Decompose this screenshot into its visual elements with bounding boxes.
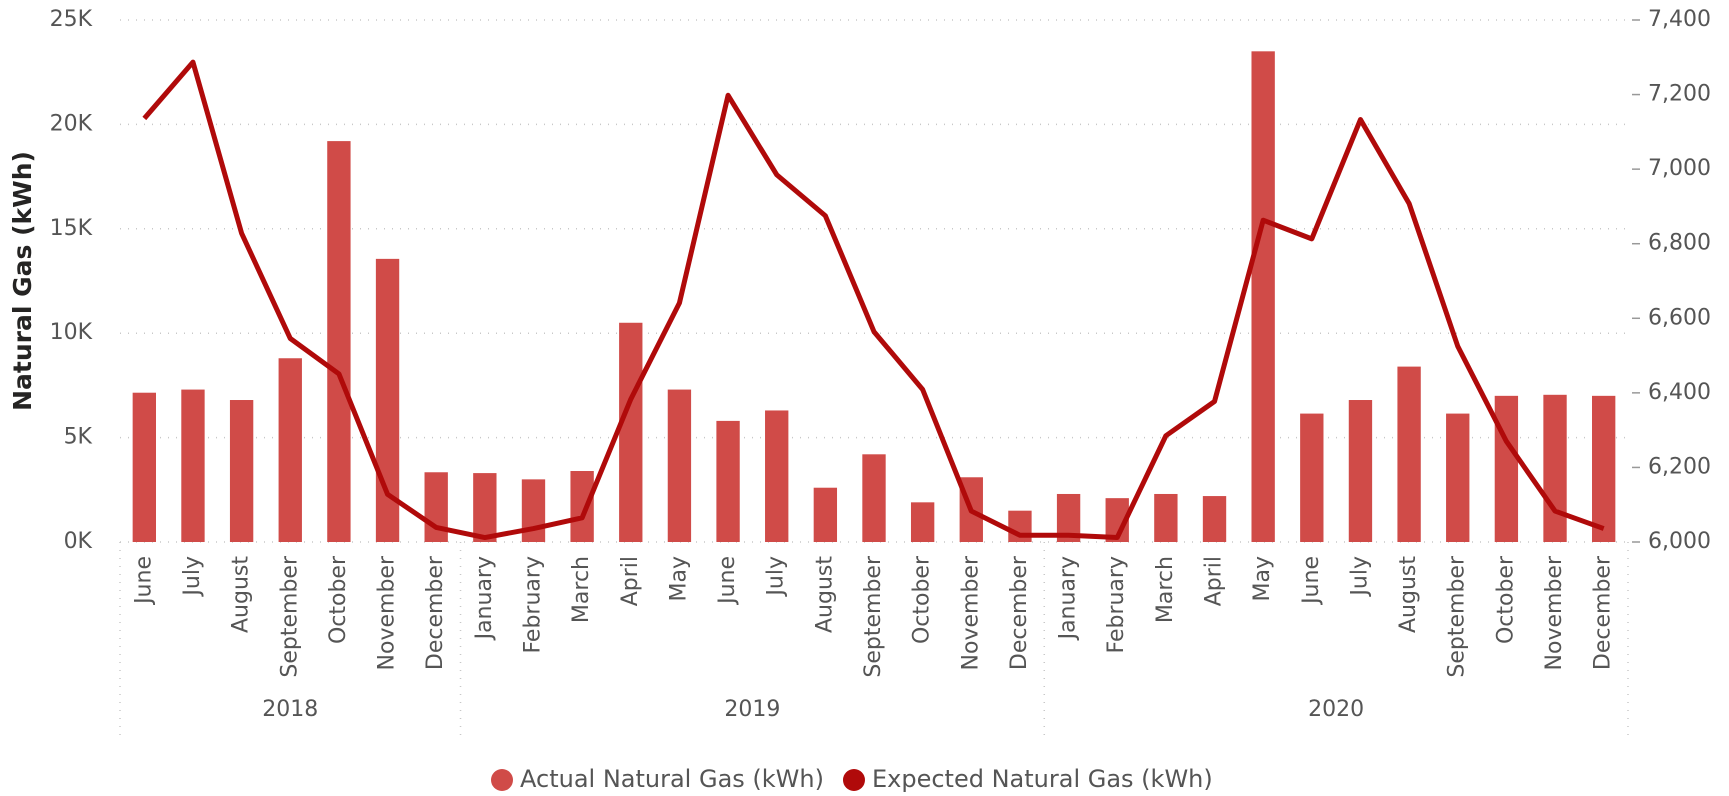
bar [765, 410, 789, 542]
bar [327, 141, 351, 542]
bar [667, 389, 692, 542]
bar [1202, 496, 1227, 542]
y-tick-label: 10K [50, 320, 93, 345]
x-tick-label: August [1396, 556, 1421, 633]
x-tick-label: January [472, 556, 497, 641]
bar [1446, 413, 1470, 542]
x-tick-label: December [1007, 555, 1032, 670]
group-label: 2018 [262, 697, 318, 722]
x-tick-label: November [958, 555, 983, 670]
y2-tick-label: 6,000 [1648, 529, 1711, 554]
x-tick-label: September [277, 555, 302, 678]
x-tick-label: March [569, 556, 594, 623]
x-tick-label: December [423, 555, 448, 670]
bar [1251, 51, 1275, 542]
y-tick-label: 5K [64, 425, 93, 450]
y2-tick-label: 6,600 [1648, 305, 1711, 330]
x-tick-label: June [715, 556, 740, 606]
line [142, 59, 1605, 541]
x-tick-label: November [375, 555, 400, 670]
x-tick-label: June [131, 556, 156, 606]
bar [813, 487, 838, 542]
x-tick-label: September [1445, 555, 1470, 678]
legend-marker [491, 769, 513, 791]
y-tick-label: 15K [50, 216, 93, 241]
x-tick-label: February [1104, 556, 1129, 654]
y-axis-label: Natural Gas (kWh) [8, 151, 37, 411]
bar [1056, 493, 1081, 542]
x-tick-label: May [666, 556, 691, 601]
bar [619, 322, 643, 542]
y2-tick-label: 7,400 [1648, 7, 1711, 32]
y-tick-label: 20K [50, 111, 93, 136]
x-tick-label: September [861, 555, 886, 678]
y2-tick-label: 6,200 [1648, 454, 1711, 479]
y-tick-label: 0K [64, 529, 93, 554]
bar [1300, 413, 1324, 542]
bar [910, 502, 935, 542]
x-tick-label: February [520, 556, 545, 654]
x-tick-label: May [1250, 556, 1275, 601]
bar [1348, 400, 1373, 542]
x-tick-label: November [1542, 555, 1567, 670]
legend-label: Expected Natural Gas (kWh) [872, 765, 1213, 793]
bar [181, 389, 205, 542]
x-tick-label: July [764, 556, 789, 598]
x-tick-label: January [1056, 556, 1081, 641]
bar [570, 471, 594, 542]
y2-tick-label: 6,800 [1648, 231, 1711, 256]
legend-marker [842, 769, 865, 791]
bar [1543, 394, 1567, 542]
bar [375, 258, 400, 542]
x-tick-label: October [910, 555, 935, 644]
x-tick-label: July [180, 556, 205, 598]
bar [716, 420, 740, 542]
x-tick-label: March [1153, 556, 1178, 623]
y2-tick-label: 7,000 [1648, 156, 1711, 181]
bar [862, 454, 886, 542]
y-tick-label: 25K [50, 7, 93, 32]
x-tick-label: April [1202, 556, 1227, 606]
x-tick-label: July [1347, 556, 1372, 598]
x-tick-label: October [326, 555, 351, 644]
bar [1494, 395, 1519, 542]
x-tick-label: June [1299, 556, 1324, 606]
bar [132, 392, 156, 542]
x-tick-label: August [229, 556, 254, 633]
group-label: 2019 [724, 697, 780, 722]
y2-tick-label: 6,400 [1648, 380, 1711, 405]
x-tick-label: August [812, 556, 837, 633]
bar [278, 358, 302, 542]
x-tick-label: April [618, 556, 643, 606]
bar [1154, 493, 1178, 542]
bar [229, 400, 254, 542]
y2-tick-label: 7,200 [1648, 82, 1711, 107]
x-tick-label: October [1493, 555, 1518, 644]
legend-label: Actual Natural Gas (kWh) [520, 765, 824, 793]
bar [1592, 395, 1616, 542]
group-label: 2020 [1308, 697, 1364, 722]
bar [473, 473, 497, 542]
bar [1397, 366, 1421, 542]
x-tick-label: December [1591, 555, 1616, 670]
